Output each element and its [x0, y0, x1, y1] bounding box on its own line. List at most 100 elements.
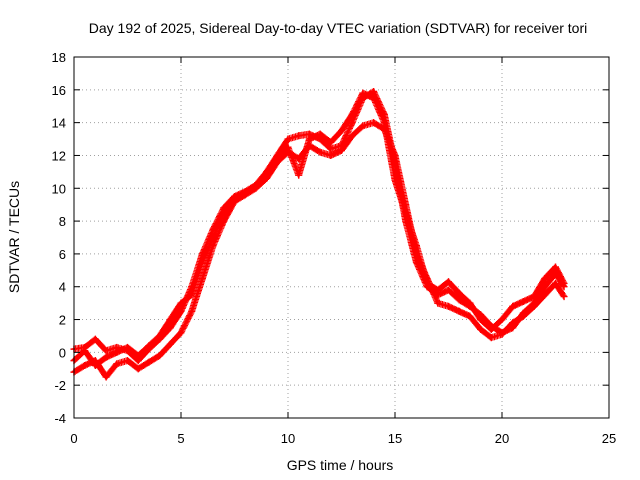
data-point — [81, 347, 89, 355]
data-point — [477, 325, 485, 333]
data-point — [177, 307, 185, 315]
data-point — [188, 307, 196, 315]
data-point — [530, 302, 538, 310]
data-point — [134, 365, 142, 373]
x-tick-label: 20 — [495, 431, 509, 446]
y-tick-label: 10 — [52, 181, 66, 196]
data-point — [145, 358, 153, 366]
plot-frame — [73, 56, 610, 419]
data-point — [445, 302, 452, 310]
data-point — [434, 286, 442, 294]
data-point — [552, 279, 559, 287]
data-point — [455, 289, 463, 297]
data-point — [498, 330, 506, 338]
x-tick-label: 5 — [177, 431, 184, 446]
data-point — [145, 342, 153, 350]
y-tick-label: 2 — [59, 313, 66, 328]
data-point — [455, 296, 463, 304]
y-tick-label: 6 — [59, 247, 66, 262]
data-point — [295, 171, 303, 179]
x-tick-label: 15 — [388, 431, 402, 446]
data-point — [445, 286, 452, 294]
data-point — [412, 242, 420, 250]
data-point — [338, 147, 345, 155]
data-point — [477, 316, 485, 324]
data-point — [166, 324, 174, 332]
data-point — [198, 258, 206, 266]
series-markers — [70, 89, 567, 369]
data-point — [370, 119, 378, 127]
data-point — [284, 135, 292, 143]
data-point — [134, 352, 142, 360]
data-point — [102, 353, 110, 361]
data-point — [434, 299, 442, 307]
x-axis-label: GPS time / hours — [287, 457, 394, 473]
data-point — [241, 189, 249, 197]
data-point — [316, 130, 324, 138]
data-point — [113, 360, 121, 368]
data-point — [560, 279, 568, 287]
data-point — [466, 299, 474, 307]
data-layer — [70, 87, 568, 381]
data-point — [177, 329, 185, 337]
y-tick-label: 0 — [59, 345, 66, 360]
data-point — [220, 209, 228, 217]
series-track-3 — [70, 89, 568, 369]
x-tick-label: 25 — [602, 431, 616, 446]
series-track-1 — [70, 87, 568, 365]
grid-layer — [74, 57, 609, 418]
data-point — [102, 347, 110, 355]
data-point — [519, 312, 527, 320]
data-point — [124, 343, 131, 351]
data-point — [509, 302, 517, 310]
data-point — [348, 132, 356, 140]
data-point — [541, 291, 549, 299]
series-markers — [70, 119, 567, 381]
data-point — [263, 171, 271, 179]
data-point — [391, 176, 399, 184]
data-point — [156, 352, 164, 360]
data-point — [81, 361, 89, 369]
data-point — [509, 319, 517, 327]
data-point — [188, 291, 196, 299]
data-point — [124, 357, 131, 365]
y-tick-label: 8 — [59, 214, 66, 229]
data-point — [359, 89, 367, 97]
data-point — [305, 135, 313, 143]
data-point — [541, 275, 549, 283]
data-point — [455, 307, 463, 315]
data-point — [209, 234, 217, 241]
series-markers — [70, 88, 567, 365]
data-point — [380, 119, 388, 127]
x-tick-label: 0 — [70, 431, 77, 446]
data-point — [370, 94, 378, 102]
data-point — [327, 138, 335, 146]
y-tick-label: 12 — [52, 148, 66, 163]
data-point — [359, 122, 367, 130]
data-point — [519, 297, 527, 305]
data-point — [156, 332, 164, 340]
data-point — [316, 148, 324, 156]
data-point — [327, 145, 335, 153]
data-point — [560, 293, 568, 301]
y-tick-label: -4 — [54, 411, 66, 426]
y-axis-label: SDTVAR / TECUs — [6, 181, 22, 293]
chart-title: Day 192 of 2025, Sidereal Day-to-day VTE… — [89, 20, 588, 36]
data-point — [498, 316, 506, 324]
data-point — [348, 110, 356, 118]
data-point — [530, 293, 538, 301]
data-point — [445, 278, 452, 286]
data-point — [113, 348, 121, 356]
data-point — [252, 183, 260, 191]
data-point — [284, 143, 292, 151]
y-tick-label: -2 — [54, 378, 66, 393]
data-point — [273, 155, 281, 163]
data-point — [166, 316, 174, 324]
data-point — [552, 263, 559, 271]
data-point — [166, 340, 174, 348]
data-point — [466, 312, 474, 320]
tick-layer: 0 5 10 15 20 25 -4 -2 0 2 4 6 8 10 12 14 16 18 — [52, 50, 617, 446]
data-point — [348, 119, 356, 127]
data-point — [91, 335, 99, 343]
